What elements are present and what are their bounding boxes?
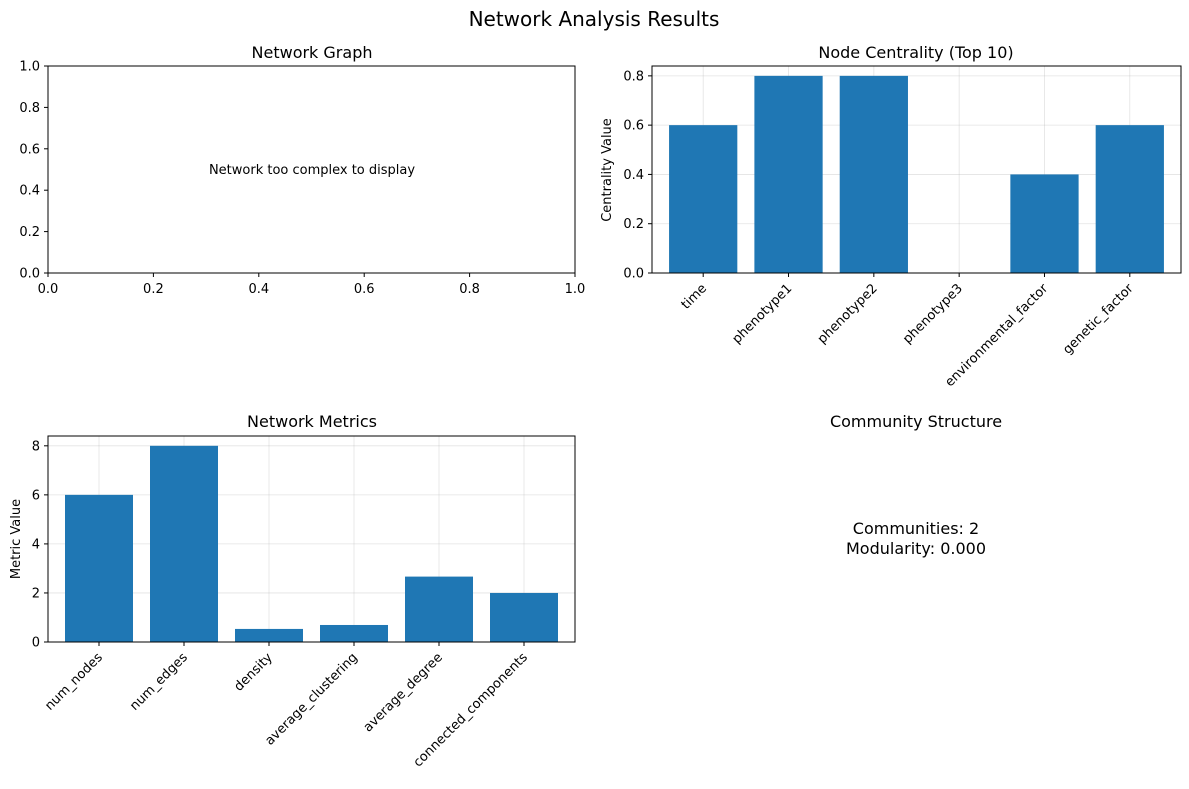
x-tick-label: 0.4 bbox=[248, 282, 269, 297]
x-tick-label: 1.0 bbox=[565, 282, 586, 297]
y-tick-label: 0.2 bbox=[623, 217, 644, 232]
figure-title: Network Analysis Results bbox=[469, 7, 720, 31]
community-structure-panel: Community Structure Communities: 2 Modul… bbox=[830, 412, 1002, 558]
x-tick-label: phenotype1 bbox=[730, 281, 796, 347]
network-metrics-panel: Network Metrics 0 2 4 6 8 num_nodes num_edges d… bbox=[9, 412, 576, 770]
network-graph-panel: Network Graph Network too complex to dis… bbox=[19, 43, 585, 297]
x-tick-label: 0.8 bbox=[459, 282, 480, 297]
bar-average-clustering bbox=[320, 624, 388, 642]
y-tick-label: 0.6 bbox=[19, 142, 40, 157]
x-tick-label: 0.6 bbox=[354, 282, 375, 297]
x-tick-label: num_edges bbox=[127, 650, 191, 714]
bar-density bbox=[235, 628, 303, 642]
bar-time bbox=[669, 125, 738, 274]
node-centrality-plot-area bbox=[651, 65, 1182, 274]
network-metrics-title: Network Metrics bbox=[247, 412, 377, 431]
x-tick-label: time bbox=[679, 281, 710, 312]
bar-connected-components bbox=[490, 592, 558, 642]
y-tick-label: 0.0 bbox=[19, 267, 40, 282]
y-tick-label: 2 bbox=[32, 586, 40, 601]
y-tick-label: 0.2 bbox=[19, 225, 40, 240]
y-tick-label: 0.4 bbox=[623, 168, 644, 183]
bar-environmental-factor bbox=[1010, 174, 1079, 273]
community-count-text: Communities: 2 bbox=[853, 519, 979, 538]
x-tick-label: 0.2 bbox=[143, 282, 164, 297]
network-metrics-plot-area bbox=[47, 435, 576, 643]
y-tick-label: 0.6 bbox=[623, 119, 644, 134]
network-graph-title: Network Graph bbox=[252, 43, 373, 62]
x-tick-label: average_clustering bbox=[263, 650, 361, 748]
y-tick-label: 8 bbox=[32, 439, 40, 454]
x-tick-label: density bbox=[232, 650, 277, 695]
x-tick-label: phenotype2 bbox=[815, 281, 881, 347]
node-centrality-title: Node Centrality (Top 10) bbox=[818, 43, 1013, 62]
network-graph-plot-area bbox=[47, 65, 576, 274]
community-structure-title: Community Structure bbox=[830, 412, 1002, 431]
y-tick-label: 0.0 bbox=[623, 267, 644, 282]
y-tick-label: 1.0 bbox=[19, 60, 40, 75]
y-tick-label: 0.8 bbox=[623, 69, 644, 84]
x-tick-label: phenotype3 bbox=[900, 281, 966, 347]
bar-phenotype2 bbox=[839, 75, 908, 273]
y-tick-label: 0.4 bbox=[19, 184, 40, 199]
network-metrics-ylabel: Metric Value bbox=[9, 499, 24, 579]
x-tick-label: genetic_factor bbox=[1060, 281, 1137, 358]
y-tick-label: 6 bbox=[32, 488, 40, 503]
x-tick-label: average_degree bbox=[361, 650, 446, 735]
y-tick-label: 0 bbox=[32, 636, 40, 651]
node-centrality-ylabel: Centrality Value bbox=[600, 118, 615, 222]
node-centrality-panel: Node Centrality (Top 10) 0.0 0.2 0.4 0.6 0.8… bbox=[600, 43, 1182, 390]
network-graph-annotation: Network too complex to display bbox=[209, 163, 415, 178]
x-tick-label: 0.0 bbox=[38, 282, 59, 297]
bar-num-edges bbox=[150, 445, 218, 642]
bar-average-degree bbox=[405, 576, 473, 642]
bar-num-nodes bbox=[65, 494, 133, 642]
y-tick-label: 4 bbox=[32, 537, 40, 552]
x-tick-label: num_nodes bbox=[42, 650, 106, 714]
modularity-text: Modularity: 0.000 bbox=[846, 539, 986, 558]
bar-phenotype1 bbox=[754, 75, 823, 273]
bar-genetic-factor bbox=[1095, 125, 1164, 274]
y-tick-label: 0.8 bbox=[19, 101, 40, 116]
